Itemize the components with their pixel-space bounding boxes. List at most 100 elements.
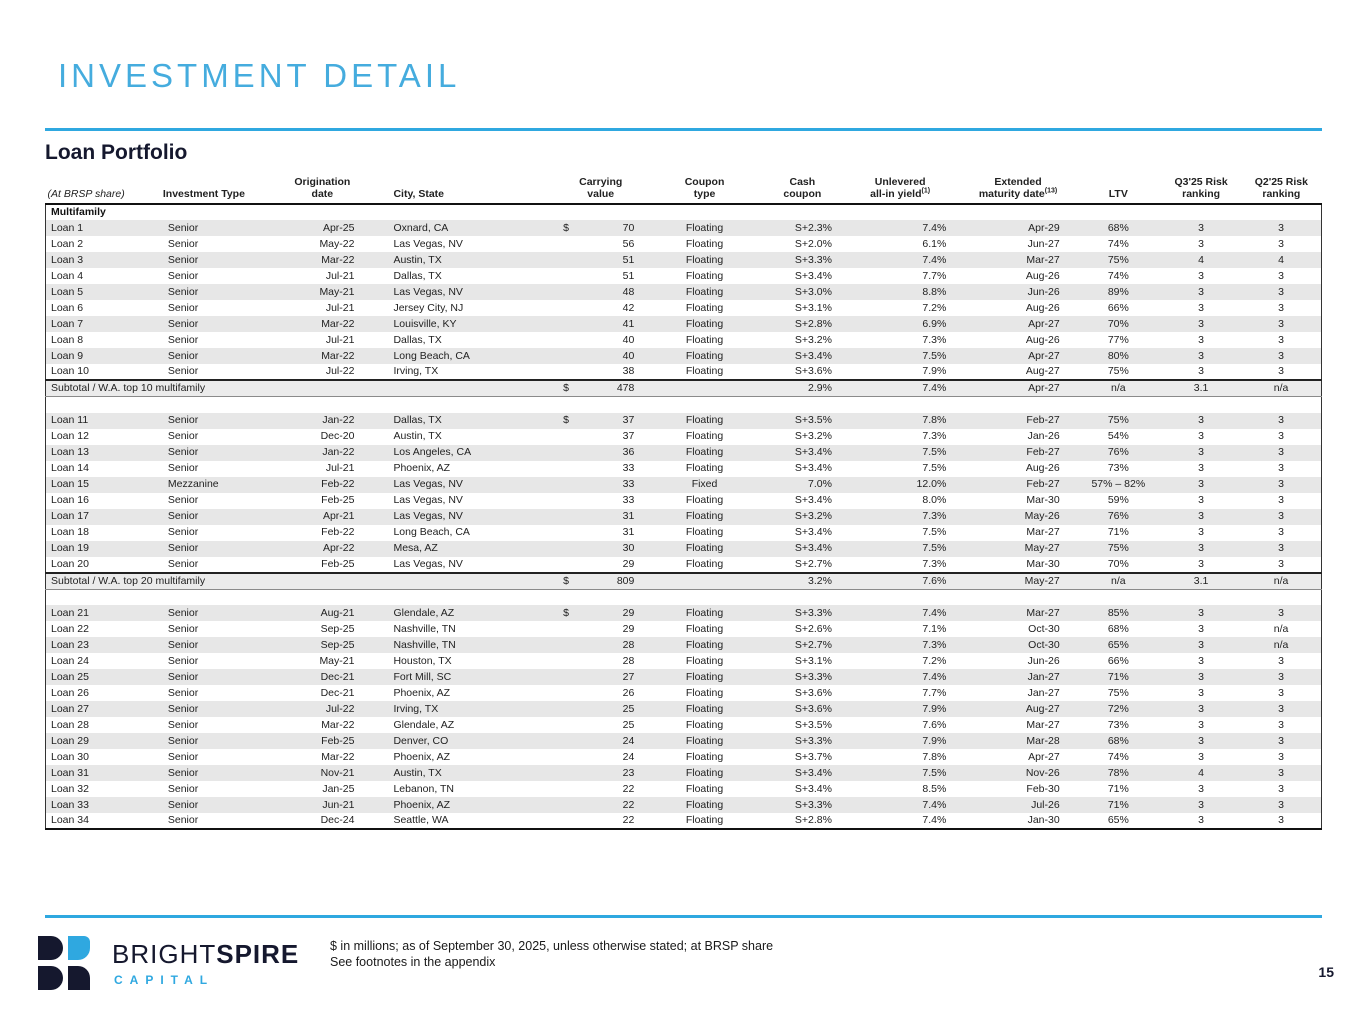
table-cell xyxy=(45,589,1322,605)
table-cell: S+3.6% xyxy=(794,686,832,699)
table-cell: 3 xyxy=(1241,669,1322,685)
table-cell: 3.1 xyxy=(1160,379,1242,397)
table-cell: 6.1% xyxy=(922,237,947,250)
table-cell: Jersey City, NJ xyxy=(393,301,464,314)
table-cell: 7.7% xyxy=(922,269,947,282)
table-cell: S+3.3% xyxy=(764,669,840,685)
table-cell: $ xyxy=(557,220,575,236)
table-cell: Apr-27 xyxy=(960,379,1076,397)
table-cell: 25 xyxy=(574,701,645,717)
table-cell: 4 xyxy=(1160,252,1242,268)
table-cell: Mar-30 xyxy=(1026,557,1060,570)
table-cell: Floating xyxy=(685,526,724,538)
table-cell: 7.3% xyxy=(839,637,961,653)
table-cell: Senior xyxy=(162,252,289,268)
table-cell: Loan 24 xyxy=(51,654,89,667)
logo-wordmark: BRIGHTSPIRE xyxy=(112,939,299,970)
table-cell: 29 xyxy=(574,605,645,621)
table-cell: 7.5% xyxy=(839,765,961,781)
table-cell: S+2.0% xyxy=(794,237,832,250)
table-cell: 3 xyxy=(1241,316,1322,332)
table-cell: Dec-20 xyxy=(320,430,355,442)
table-cell xyxy=(557,557,574,573)
table-cell xyxy=(557,268,574,284)
table-cell: Oxnard, CA xyxy=(356,220,558,236)
table-cell: 7.0% xyxy=(764,476,840,493)
table-row: Loan 6 Senior Jul-21 Jersey City, NJ 42 Float… xyxy=(46,300,1322,316)
table-cell: Loan 29 xyxy=(45,733,163,749)
table-cell xyxy=(557,749,574,765)
table-cell: 3 xyxy=(1278,654,1285,667)
table-cell: 3 xyxy=(1160,605,1242,621)
table-cell: 3 xyxy=(1160,220,1242,236)
table-cell: 7.5% xyxy=(922,526,947,538)
table-cell: 76% xyxy=(1075,508,1161,525)
table-cell: S+3.2% xyxy=(794,333,832,346)
table-cell: 3 xyxy=(1278,301,1285,314)
table-cell: Mar-22 xyxy=(288,252,357,268)
table-cell: Phoenix, AZ xyxy=(356,797,558,813)
table-cell: 23 xyxy=(574,765,645,781)
table-cell: 3 xyxy=(1278,814,1285,826)
footer-divider xyxy=(45,915,1322,918)
table-cell: Feb-25 xyxy=(288,733,357,749)
table-cell: 51 xyxy=(574,252,645,268)
table-cell: Phoenix, AZ xyxy=(393,686,451,699)
table-cell: 3 xyxy=(1278,526,1285,538)
table-cell: Senior xyxy=(167,750,199,763)
table-cell: Las Vegas, NV xyxy=(393,494,463,506)
table-cell: 3 xyxy=(1198,686,1204,699)
table-cell: 7.3% xyxy=(839,508,961,525)
table-row: Loan 8 Senior Jul-21 Dallas, TX 40 Floating S+… xyxy=(46,332,1322,348)
table-cell xyxy=(557,284,575,300)
table-cell: S+3.5% xyxy=(794,718,832,731)
table-cell: S+3.2% xyxy=(764,508,840,525)
table-row: Loan 17 Senior Apr-21 Las Vegas, NV 31 Floati… xyxy=(45,508,1322,525)
table-cell: Floating xyxy=(644,733,765,749)
table-cell: Loan 2 xyxy=(51,237,84,250)
table-cell: 8.0% xyxy=(922,494,947,506)
table-cell xyxy=(557,621,574,637)
table-cell xyxy=(557,493,574,509)
table-cell: Louisville, KY xyxy=(356,316,558,332)
table-cell xyxy=(45,396,1322,413)
table-cell: S+3.1% xyxy=(794,301,832,314)
table-cell: Loan 9 xyxy=(45,348,163,364)
table-cell: 65% xyxy=(1075,637,1161,653)
table-cell: 30 xyxy=(574,540,645,557)
table-cell: 3 xyxy=(1278,333,1285,346)
table-row: Loan 27 Senior Jul-22 Irving, TX 25 Floating S… xyxy=(45,701,1322,717)
table-cell: Loan 23 xyxy=(45,637,163,653)
table-row: Loan 34 Senior Dec-24 Seattle, WA 22 Floating… xyxy=(46,813,1322,829)
loan-table-body: Multifamily Loan 1 Senior Apr-25 Oxnard, CA $… xyxy=(45,204,1322,829)
table-cell: S+3.4% xyxy=(794,462,832,474)
title-divider xyxy=(45,128,1322,131)
table-cell: Loan 1 xyxy=(45,220,163,236)
table-cell: 3 xyxy=(1198,365,1204,377)
table-cell: 3 xyxy=(1160,701,1242,717)
table-cell: 3 xyxy=(1278,462,1285,474)
table-cell: 3 xyxy=(1241,412,1322,429)
table-cell: 3 xyxy=(1241,701,1322,717)
table-cell: 3 xyxy=(1198,750,1204,763)
table-cell: Mar-27 xyxy=(1026,526,1060,538)
table-cell: 3 xyxy=(1278,494,1285,506)
table-cell: Oct-30 xyxy=(1028,622,1060,635)
table-cell: Apr-25 xyxy=(288,220,357,236)
table-cell xyxy=(557,733,575,749)
table-cell: Irving, TX xyxy=(356,701,558,717)
table-cell: Seattle, WA xyxy=(393,814,449,826)
table-cell: Mar-22 xyxy=(288,316,357,332)
table-cell: Loan 28 xyxy=(51,718,89,731)
table-cell: n/a xyxy=(1075,379,1161,397)
table-cell: Floating xyxy=(644,701,765,717)
table-cell: Mar-22 xyxy=(321,750,355,763)
table-cell: 3 xyxy=(1198,237,1204,250)
table-cell: 3 xyxy=(1198,814,1204,826)
table-row: Loan 11 Senior Jan-22 Dallas, TX $37 Floating… xyxy=(45,412,1322,429)
table-cell: 37 xyxy=(574,412,645,429)
table-cell: S+3.3% xyxy=(764,733,840,749)
table-cell: Feb-25 xyxy=(321,557,355,570)
table-cell: Jan-27 xyxy=(1027,686,1060,699)
table-cell: Aug-21 xyxy=(288,605,357,621)
